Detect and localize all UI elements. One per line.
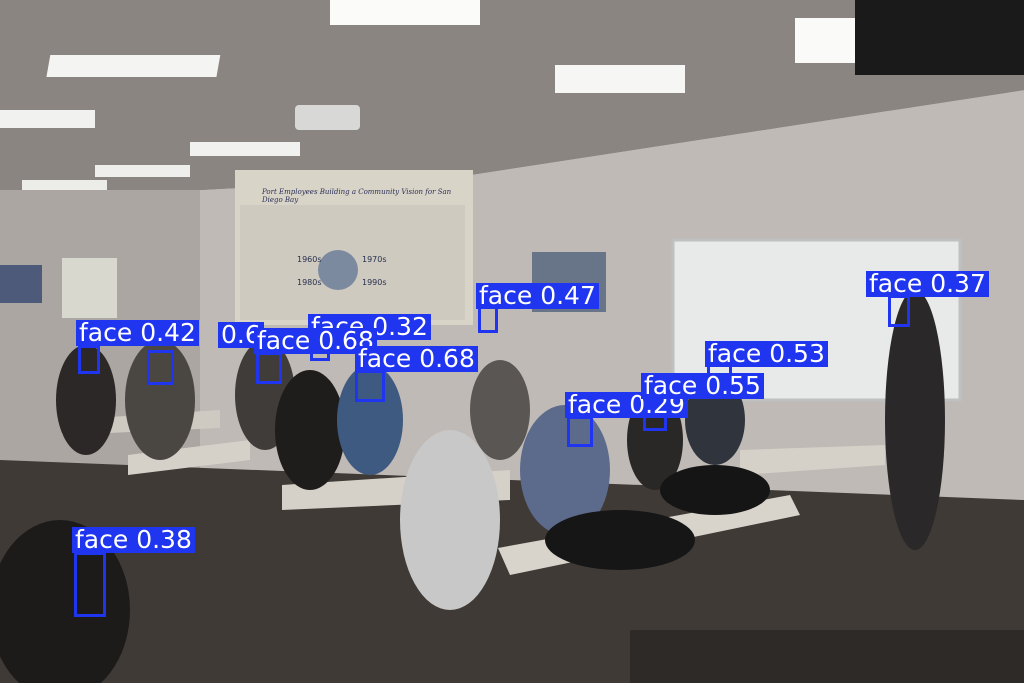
face-box-4 xyxy=(78,345,100,374)
face-label-4: face 0.42 xyxy=(76,320,199,346)
face-label-10: face 0.29 xyxy=(565,392,688,418)
poster-year-1: 1960s xyxy=(297,255,322,264)
poster-year-4: 1990s xyxy=(362,278,387,287)
face-box-5 xyxy=(147,350,174,385)
face-box-6 xyxy=(256,352,282,384)
poster-year-2: 1970s xyxy=(362,255,387,264)
face-label-8: face 0.53 xyxy=(705,341,828,367)
face-label-1: face 0.47 xyxy=(476,283,599,309)
face-label-11: face 0.38 xyxy=(72,527,195,553)
face-box-11 xyxy=(74,552,106,617)
face-box-1 xyxy=(478,306,498,333)
face-label-7: face 0.68 xyxy=(355,346,478,372)
face-box-7 xyxy=(355,370,385,402)
poster-headline: Port Employees Building a Community Visi… xyxy=(262,188,452,204)
face-label-9: face 0.55 xyxy=(641,373,764,399)
face-label-2: face 0.37 xyxy=(866,271,989,297)
face-box-10 xyxy=(567,416,593,447)
face-box-2 xyxy=(888,295,910,327)
poster-year-3: 1980s xyxy=(297,278,322,287)
face-label-6: face 0.68 xyxy=(254,328,377,354)
